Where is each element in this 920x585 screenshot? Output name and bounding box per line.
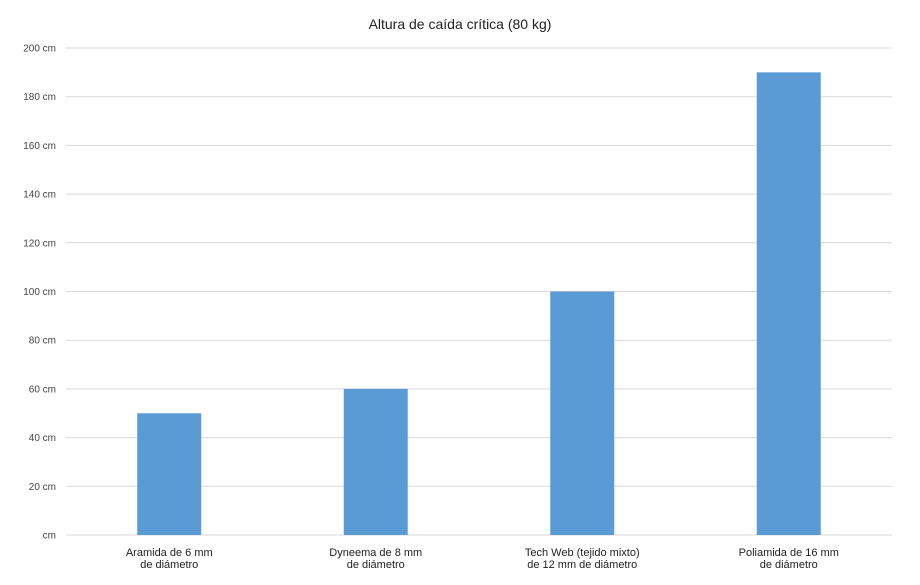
x-category-label-2-line-0: Tech Web (tejido mixto) xyxy=(525,547,640,559)
bar-3 xyxy=(756,72,821,535)
y-tick-label-200: 200 cm xyxy=(23,44,56,55)
y-tick-label-180: 180 cm xyxy=(23,92,56,103)
x-category-label-3-line-1: de diámetro xyxy=(760,559,818,571)
y-tick-label-60: 60 cm xyxy=(29,384,56,395)
y-tick-label-0: cm xyxy=(43,531,56,542)
y-tick-label-120: 120 cm xyxy=(23,238,56,249)
y-tick-label-160: 160 cm xyxy=(23,141,56,152)
bar-0 xyxy=(137,413,202,535)
chart-title: Altura de caída crítica (80 kg) xyxy=(368,16,552,32)
x-category-label-3-line-0: Poliamida de 16 mm xyxy=(739,547,839,559)
y-tick-label-80: 80 cm xyxy=(29,336,56,347)
bar-1 xyxy=(343,388,408,535)
y-tick-label-40: 40 cm xyxy=(29,433,56,444)
x-category-label-2-line-1: de 12 mm de diámetro xyxy=(527,559,637,571)
x-category-label-0-line-1: de diámetro xyxy=(140,559,198,571)
y-tick-label-20: 20 cm xyxy=(29,482,56,493)
y-tick-label-140: 140 cm xyxy=(23,190,56,201)
x-category-label-0-line-0: Aramida de 6 mm xyxy=(126,547,213,559)
x-category-label-1-line-1: de diámetro xyxy=(347,559,405,571)
y-tick-label-100: 100 cm xyxy=(23,287,56,298)
x-category-label-1-line-0: Dyneema de 8 mm xyxy=(329,547,422,559)
bar-2 xyxy=(550,291,615,535)
